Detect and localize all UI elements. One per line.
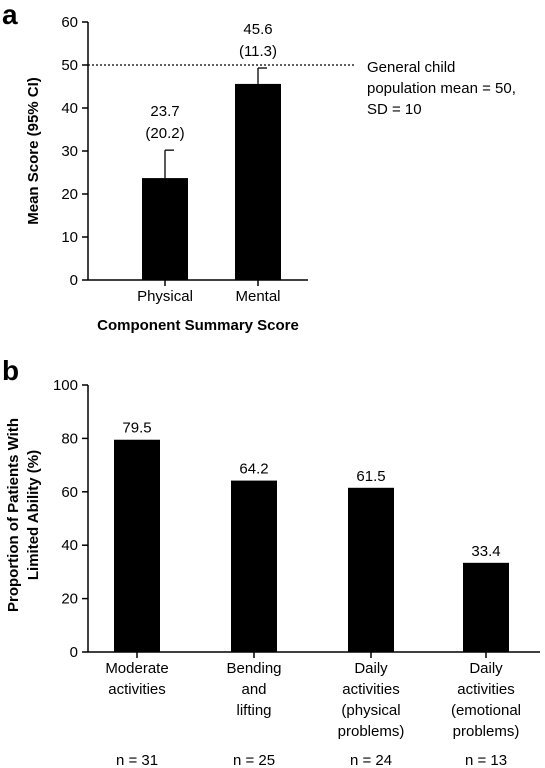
y-axis-label: Mean Score (95% CI) [25, 77, 42, 225]
reference-line-label: SD = 10 [367, 101, 422, 118]
y-tick-label: 20 [61, 591, 78, 608]
x-tick-label: activities [108, 681, 166, 698]
x-tick-label: Mental [235, 288, 280, 305]
y-tick-label: 0 [70, 644, 78, 661]
y-tick-label: 80 [61, 430, 78, 447]
x-tick-label: (physical [341, 702, 400, 719]
y-tick-label: 60 [61, 14, 78, 31]
y-axis-label-line: Proportion of Patients With [5, 418, 22, 612]
x-tick-label: lifting [236, 702, 271, 719]
n-label: n = 24 [350, 752, 392, 768]
y-tick-label: 20 [61, 186, 78, 203]
x-tick-label: Moderate [105, 660, 168, 677]
x-tick-label: Bending [226, 660, 281, 677]
x-tick-label: Physical [137, 288, 193, 305]
y-tick-label: 40 [61, 100, 78, 117]
data-label: 45.6 [243, 21, 272, 38]
x-tick-label: Daily [469, 660, 503, 677]
data-label: 23.7 [150, 103, 179, 120]
reference-line-label: population mean = 50, [367, 80, 516, 97]
x-tick-label: activities [457, 681, 515, 698]
sd-label: (11.3) [239, 43, 277, 60]
x-tick-label: problems) [453, 723, 520, 740]
bar [231, 480, 277, 652]
panel-a-chart: 0 10 20 30 40 50 60 General child population mea… [25, 14, 516, 334]
data-label: 61.5 [356, 468, 385, 485]
bar [348, 487, 394, 652]
x-tick-label: (emotional [451, 702, 521, 719]
reference-line-label: General child [367, 59, 455, 76]
y-tick-label: 0 [70, 272, 78, 289]
data-label: 79.5 [122, 420, 151, 437]
x-axis-label: Component Summary Score [97, 317, 299, 334]
y-tick-label: 60 [61, 484, 78, 501]
bar [114, 439, 160, 652]
n-label: n = 31 [116, 752, 158, 768]
bar [235, 83, 281, 280]
data-label: 64.2 [239, 461, 268, 478]
panel-b-letter: b [2, 355, 19, 386]
n-label: n = 25 [233, 752, 275, 768]
bar [463, 562, 509, 652]
bar [142, 178, 188, 280]
y-tick-label: 10 [61, 229, 78, 246]
y-tick-label: 100 [53, 377, 78, 394]
y-tick-label: 30 [61, 143, 78, 160]
x-tick-label: Daily [354, 660, 388, 677]
x-tick-label: problems) [338, 723, 405, 740]
n-label: n = 13 [465, 752, 507, 768]
y-tick-label: 50 [61, 57, 78, 74]
y-axis-label-line: Limited Ability (%) [25, 450, 42, 580]
y-axis-label: Proportion of Patients With Limited Abili… [5, 418, 42, 612]
y-tick-label: 40 [61, 537, 78, 554]
sd-label: (20.2) [145, 125, 184, 142]
x-tick-label: activities [342, 681, 400, 698]
panel-a-letter: a [2, 0, 18, 30]
x-tick-label: and [241, 681, 266, 698]
data-label: 33.4 [471, 543, 500, 560]
panel-b-chart: 0 20 40 60 80 100 79.5 Moderate activities n = 31… [5, 377, 540, 768]
